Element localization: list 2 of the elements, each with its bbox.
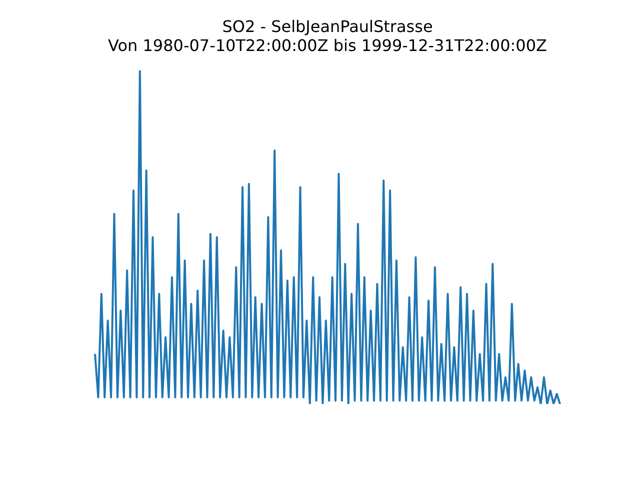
chart-title: SO2 - SelbJeanPaulStrasse (222, 16, 433, 36)
chart-subtitle: Von 1980-07-10T22:00:00Z bis 1999-12-31T22:00:00Z (108, 36, 548, 55)
